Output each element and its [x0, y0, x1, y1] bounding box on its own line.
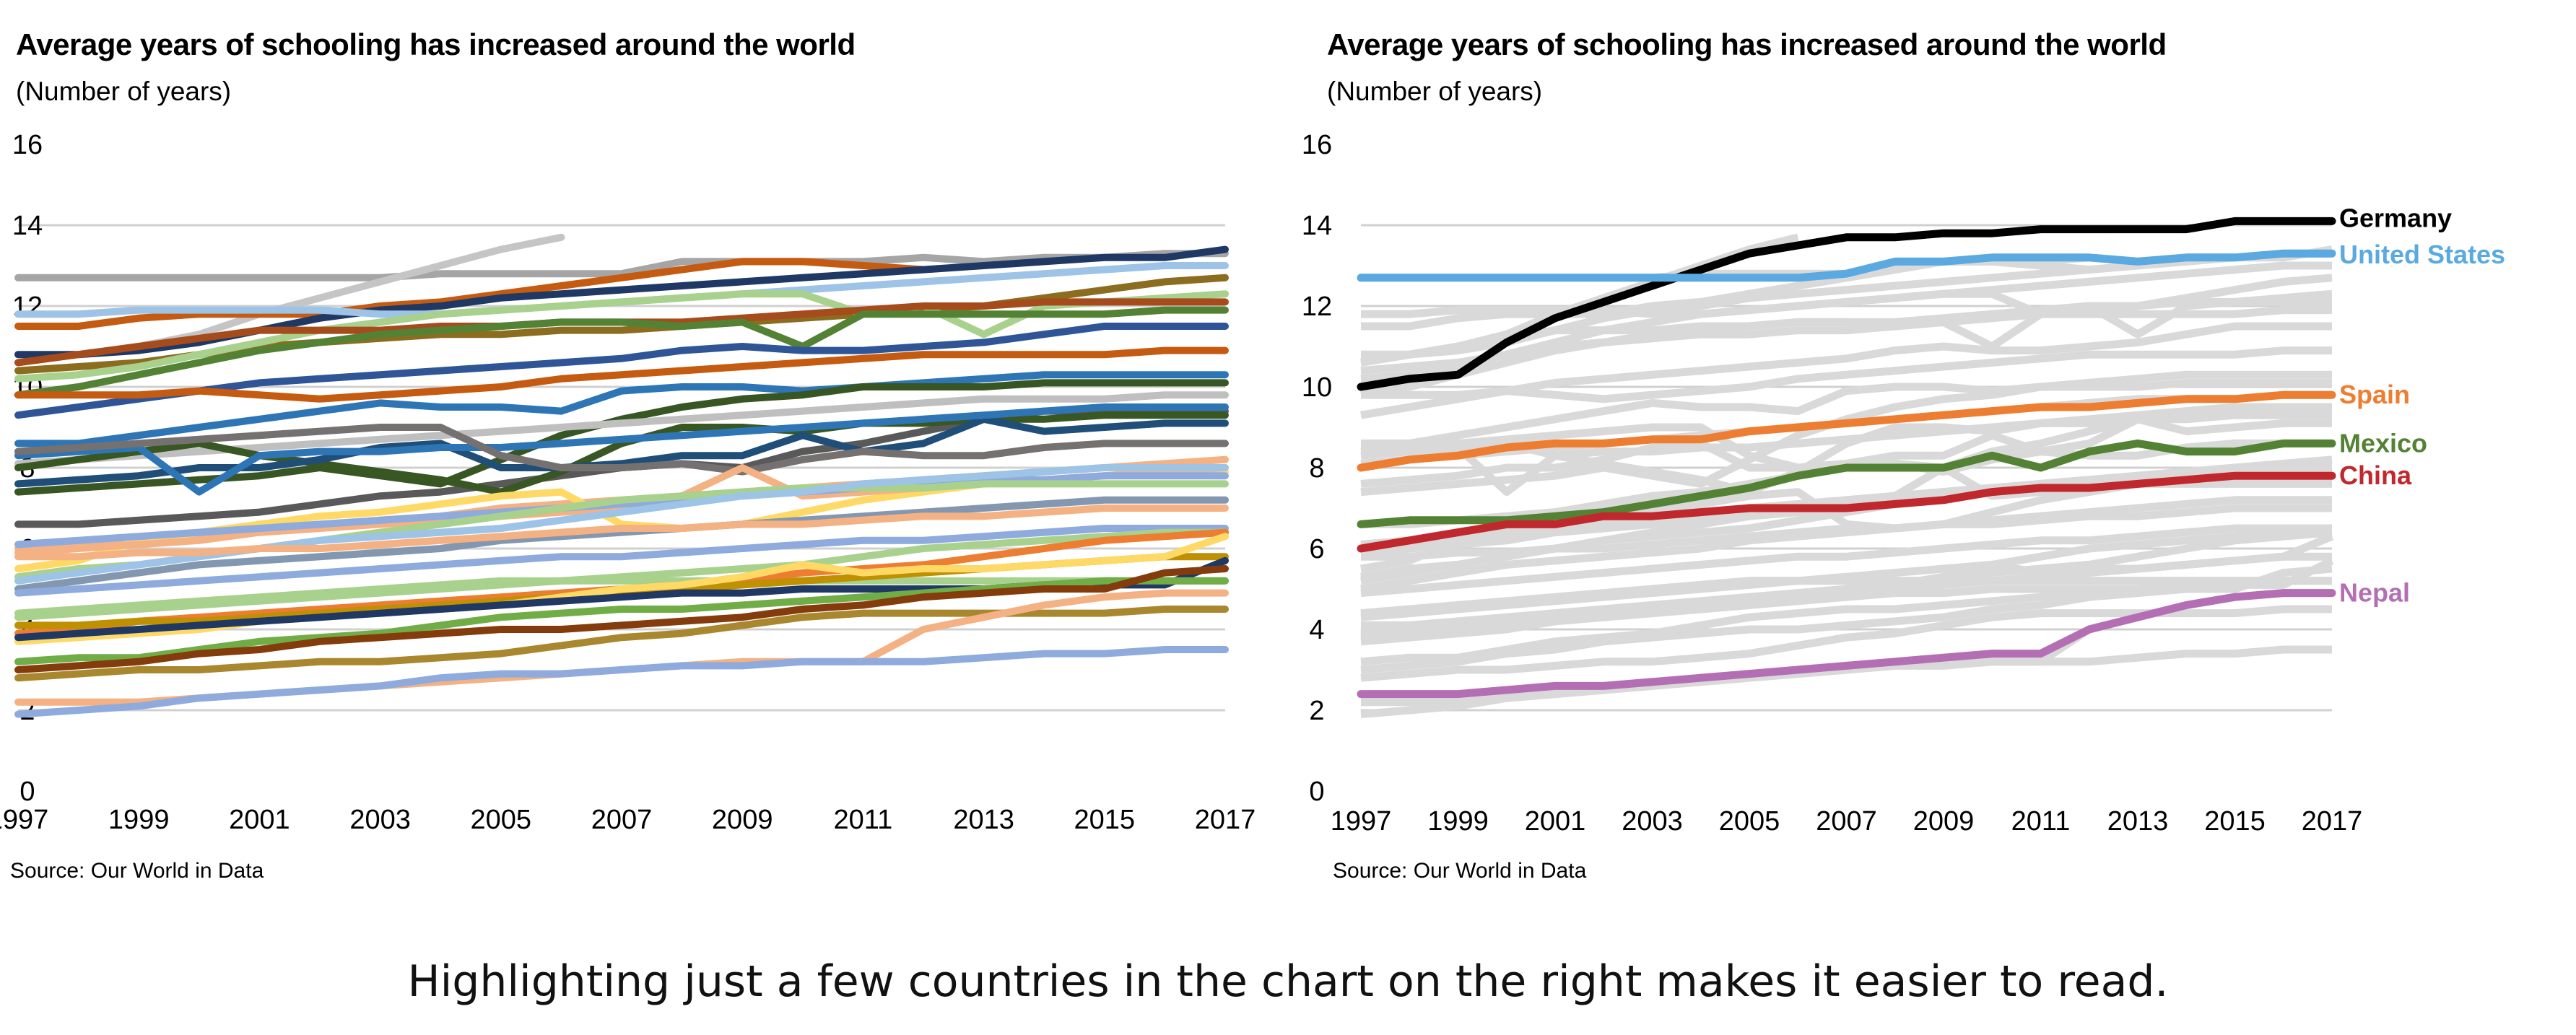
chart-subtitle: (Number of years) [1327, 77, 1543, 106]
y-tick-label: 8 [1309, 453, 1324, 484]
source-note: Source: Our World in Data [1333, 859, 1587, 883]
series-line-country-i [14, 306, 1229, 399]
series-line-background [1360, 415, 2332, 488]
series-line-china [1357, 471, 2336, 553]
series-label-mexico: Mexico [2339, 428, 2427, 458]
series-line-mexico [1357, 439, 2336, 528]
series-line-background [1360, 403, 2332, 497]
series-line-background [1361, 504, 2332, 561]
chart-panel-highlighted: Average years of schooling has increased… [1288, 0, 2576, 902]
y-tick-label: 2 [1309, 696, 1324, 726]
series-line-background [1360, 524, 2332, 598]
series-line-country-w [14, 472, 1229, 549]
x-tick-label: 2007 [591, 805, 653, 835]
x-tick-label: 1997 [0, 805, 48, 835]
series-line-country-c [14, 258, 927, 330]
series-line-country-p [14, 411, 1229, 496]
series-line-country-ai [14, 577, 1229, 665]
x-tick-label: 2011 [834, 805, 893, 835]
series-label-nepal: Nepal [2339, 578, 2410, 608]
series-line-country-aj [14, 565, 1229, 673]
series-line-background [1360, 577, 2332, 666]
series-line-background [1360, 564, 2333, 674]
series-label-germany: Germany [2339, 203, 2452, 232]
series-line-country-ad [14, 577, 1229, 621]
series-line-background [1360, 577, 2332, 621]
series-line-background [1360, 306, 2332, 399]
x-tick-label: 1999 [1427, 806, 1489, 837]
x-tick-label: 2003 [1622, 806, 1683, 837]
series-line-background [1360, 528, 2332, 618]
chart-panel-all-colored: Average years of schooling has increased… [0, 0, 1288, 902]
x-tick-label: 2015 [2204, 806, 2266, 837]
y-tick-label: 0 [1309, 777, 1324, 807]
x-tick-label: 1999 [108, 805, 170, 835]
x-tick-label: 2007 [1816, 806, 1877, 837]
x-tick-label: 2015 [1074, 805, 1136, 835]
x-tick-label: 2017 [1195, 805, 1256, 835]
y-tick-label: 14 [1302, 211, 1332, 241]
y-tick-label: 4 [1309, 615, 1324, 645]
series-line-country-k [14, 346, 1229, 403]
series-line-country-am [14, 646, 1229, 718]
line-chart-all-countries: 0246810121416199719992001200320052007200… [0, 130, 1256, 835]
chart-title: Average years of schooling has increased… [1327, 27, 2167, 61]
x-tick-label: 2013 [953, 805, 1014, 835]
series-line-nepal [1357, 589, 2336, 699]
chart-subtitle: (Number of years) [16, 77, 232, 106]
series-line-country-s [14, 424, 1229, 476]
y-tick-label: 14 [12, 211, 43, 241]
x-tick-label: 2017 [2302, 806, 2363, 837]
series-label-united-states: United States [2339, 240, 2505, 269]
y-tick-label: 10 [1302, 372, 1332, 403]
y-tick-label: 16 [1302, 130, 1332, 160]
series-lines [14, 233, 1229, 718]
x-tick-label: 2009 [1913, 806, 1975, 837]
series-line-country-ab [14, 525, 1229, 597]
x-tick-label: 2005 [471, 805, 532, 835]
x-tick-label: 2001 [229, 805, 290, 835]
chart-title: Average years of schooling has increased… [16, 27, 856, 61]
series-line-country-l [14, 371, 1229, 447]
series-label-china: China [2339, 460, 2412, 490]
series-line-country-r [14, 403, 1229, 496]
series-label-spain: Spain [2339, 380, 2410, 409]
series-line-country-a [14, 250, 1229, 281]
series-line-country-aa [14, 505, 1229, 561]
x-tick-label: 2013 [2107, 806, 2169, 837]
series-line-country-ak [14, 606, 1229, 682]
source-note: Source: Our World in Data [10, 859, 264, 883]
series-line-germany [1357, 217, 2336, 391]
series-line-background [1361, 370, 2332, 447]
y-tick-label: 12 [1302, 292, 1332, 322]
series-line-background [1360, 496, 2332, 593]
x-tick-label: 2005 [1719, 806, 1780, 837]
y-tick-label: 0 [19, 777, 35, 807]
y-tick-label: 6 [1309, 534, 1324, 564]
x-tick-label: 2009 [712, 805, 773, 835]
series-line-spain [1357, 390, 2336, 472]
series-line-background [1360, 645, 2332, 719]
series-lines [1357, 217, 2336, 719]
y-axis: 0 2 4 6 8 10 12 14 16 [1302, 130, 1332, 807]
x-axis: 1997 1999 2001 2003 2005 2007 2009 2011 2013 2015… [1331, 806, 2363, 837]
line-chart-highlighted-countries: 0 2 4 6 8 10 12 14 16 1997 1999 2001 2003 2005 2007 200… [1302, 130, 2505, 837]
series-line-country-q [14, 415, 1229, 488]
series-line-country-ac [14, 528, 1229, 617]
series-line-country-z [14, 496, 1229, 593]
series-line-united-states [1357, 249, 2336, 282]
x-tick-label: 2003 [349, 805, 411, 835]
x-tick-label: 1997 [1331, 806, 1392, 837]
y-tick-label: 16 [12, 130, 43, 160]
series-line-background [1361, 346, 2332, 403]
series-line-background [1360, 322, 2332, 419]
series-line-country-j [14, 323, 1229, 419]
x-tick-label: 2011 [2011, 806, 2071, 837]
x-tick-label: 2001 [1525, 806, 1586, 837]
figure-caption: Highlighting just a few countries in the… [407, 956, 2169, 1007]
x-axis: 1997 1999 2001 2003 2005 2007 2009 2011 2013 2015… [0, 805, 1256, 835]
